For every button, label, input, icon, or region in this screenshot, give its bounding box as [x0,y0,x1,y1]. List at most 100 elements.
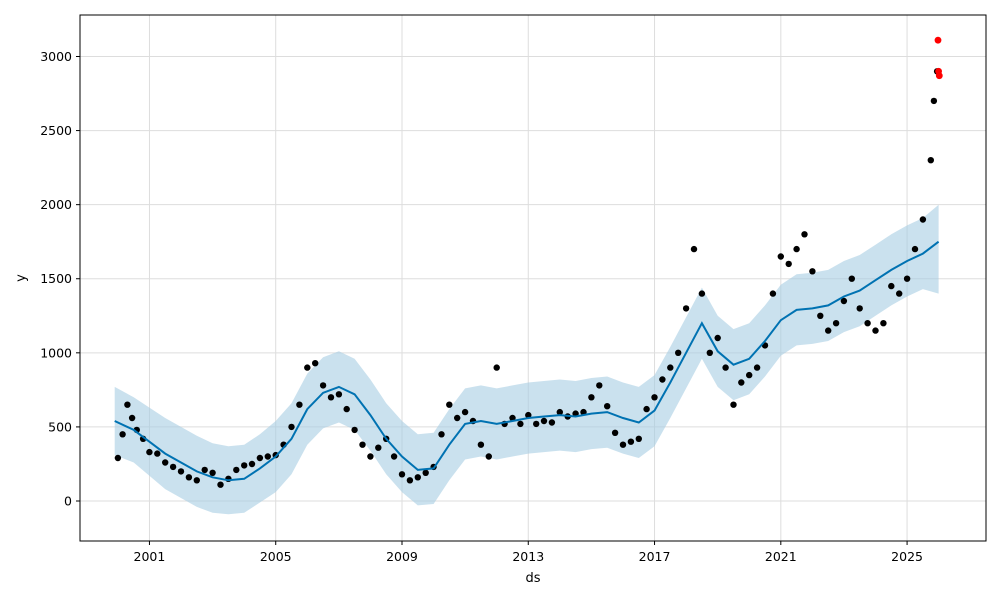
observed-point [777,253,784,260]
y-tick-label: 2000 [40,197,72,212]
plot-frame [79,14,987,542]
y-axis-label: y [14,274,29,282]
observed-point [201,466,208,474]
observed-point [414,474,421,481]
observed-point [390,453,398,460]
observed-point [128,414,136,422]
x-axis-label: ds [525,571,540,586]
observed-point [769,290,777,297]
observed-point [611,429,619,436]
observed-point [927,157,934,164]
observed-point [461,408,469,416]
x-tick-label: 2005 [260,549,292,564]
observed-point [888,282,895,290]
observed-point [848,275,855,282]
y-tick-label: 0 [64,493,72,508]
observed-point [714,334,721,342]
observed-point [264,453,271,460]
observed-point [177,468,185,475]
observed-point [256,454,264,462]
x-tick-label: 2017 [639,549,671,564]
y-tick-label: 3000 [40,49,72,64]
observed-point [209,469,216,476]
observed-point [351,426,358,434]
observed-point [454,414,461,422]
highlighted-point [934,36,942,44]
y-tick-label: 1500 [40,271,72,286]
x-tick-label: 2013 [512,549,544,564]
observed-point [438,431,445,438]
highlighted-point [935,72,943,80]
observed-point [643,405,650,413]
observed-point [659,376,666,383]
observed-point [312,360,319,367]
observed-point [880,320,887,327]
forecast-line-path [114,240,940,482]
observed-point [801,231,808,238]
observed-point [896,290,903,297]
observed-point [706,349,713,356]
observed-point [525,411,532,419]
observed-point [335,391,343,398]
observed-point [485,453,492,460]
observed-point [793,245,800,253]
observed-point [398,471,406,478]
observed-point [233,466,240,474]
y-axis-ticks: 0 500 1000 1500 2000 2500 3000 [40,49,80,508]
observed-point [596,382,603,389]
x-tick-label: 2009 [386,549,418,564]
observed-point [785,260,792,268]
observed-point [604,403,611,410]
observed-point [533,420,540,428]
observed-point [304,364,311,371]
observed-point [193,477,200,484]
observed-point [319,382,327,389]
observed-point [825,327,832,334]
x-axis-ticks: 2001 2005 2009 2013 2017 2021 2025 [134,541,923,564]
observed-point [343,405,350,413]
observed-point [619,441,627,448]
x-tick-label: 2021 [765,549,797,564]
observed-point [540,417,548,425]
observed-point [864,320,871,327]
observed-point [248,460,256,468]
observed-point [169,463,177,471]
observed-point [856,305,863,312]
observed-point [241,462,248,469]
observed-point [817,312,824,319]
observed-point [746,371,753,379]
observed-point [840,297,848,305]
observed-point [124,401,131,408]
observed-point [422,469,429,476]
observed-point [146,448,153,456]
observed-point [509,414,516,422]
observed-point [738,379,745,386]
highlighted-points [934,36,943,80]
observed-point [367,453,374,460]
observed-point [296,401,303,408]
observed-point [919,216,927,223]
observed-point [477,441,485,448]
observed-point [556,408,563,416]
observed-point [872,327,879,334]
x-tick-label: 2025 [891,549,923,564]
observed-point [675,349,682,356]
observed-point [588,394,595,401]
observed-point [809,268,816,275]
observed-point [682,305,690,312]
observed-point [548,419,556,426]
observed-point [517,420,524,428]
observed-point [667,364,674,371]
observed-point [651,394,658,401]
observed-point [493,364,500,371]
observed-point [359,441,366,448]
observed-point [154,450,161,457]
observed-point [832,320,840,327]
observed-point [930,97,938,105]
observed-point [185,474,193,481]
observed-point [722,364,729,371]
observed-point [580,408,587,416]
observed-point [327,394,335,401]
observed-point [627,438,635,445]
